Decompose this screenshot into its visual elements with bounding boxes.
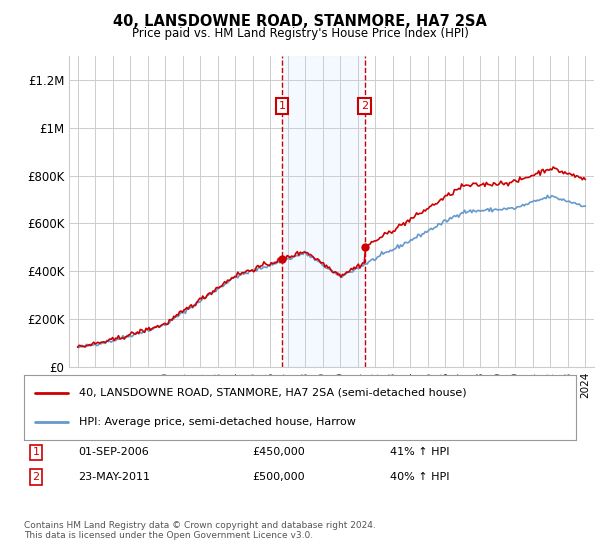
Text: Contains HM Land Registry data © Crown copyright and database right 2024.
This d: Contains HM Land Registry data © Crown c… bbox=[24, 521, 376, 540]
Text: £500,000: £500,000 bbox=[252, 472, 305, 482]
Text: 2: 2 bbox=[32, 472, 40, 482]
Text: £450,000: £450,000 bbox=[252, 447, 305, 458]
Text: 40% ↑ HPI: 40% ↑ HPI bbox=[390, 472, 449, 482]
Bar bbox=[282, 56, 365, 367]
Text: 40, LANSDOWNE ROAD, STANMORE, HA7 2SA (semi-detached house): 40, LANSDOWNE ROAD, STANMORE, HA7 2SA (s… bbox=[79, 388, 467, 398]
Text: Price paid vs. HM Land Registry's House Price Index (HPI): Price paid vs. HM Land Registry's House … bbox=[131, 27, 469, 40]
Text: 23-MAY-2011: 23-MAY-2011 bbox=[78, 472, 150, 482]
Text: HPI: Average price, semi-detached house, Harrow: HPI: Average price, semi-detached house,… bbox=[79, 417, 356, 427]
Text: 1: 1 bbox=[32, 447, 40, 458]
Text: 01-SEP-2006: 01-SEP-2006 bbox=[78, 447, 149, 458]
Text: 40, LANSDOWNE ROAD, STANMORE, HA7 2SA: 40, LANSDOWNE ROAD, STANMORE, HA7 2SA bbox=[113, 14, 487, 29]
Text: 2: 2 bbox=[361, 101, 368, 111]
Text: 1: 1 bbox=[278, 101, 286, 111]
Text: 41% ↑ HPI: 41% ↑ HPI bbox=[390, 447, 449, 458]
